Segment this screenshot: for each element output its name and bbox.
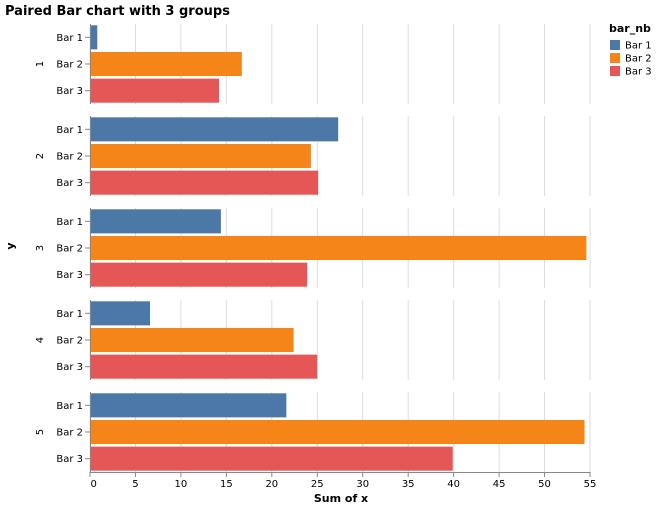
x-tick-label: 35 <box>402 479 415 490</box>
facet-3: Bar 1 Bar 2 Bar 3 3 <box>35 208 591 288</box>
x-tick-label: 30 <box>356 479 369 490</box>
band-label: Bar 1 <box>56 309 83 320</box>
bar-2-3 <box>90 170 319 195</box>
facet-1: Bar 1 Bar 2 Bar 3 1 <box>35 24 591 104</box>
facet-label-2: 2 <box>35 153 46 159</box>
y-axis-title: y <box>4 242 17 249</box>
x-tick-label: 10 <box>175 479 188 490</box>
legend-label-2: Bar 2 <box>625 54 652 65</box>
bar-3-1 <box>90 209 221 234</box>
bar-2-2 <box>90 143 311 169</box>
bar-4-3 <box>90 354 318 379</box>
x-tick-label: 15 <box>220 479 233 490</box>
x-tick-label: 45 <box>493 479 506 490</box>
band-label: Bar 3 <box>56 270 83 281</box>
bar-5-2 <box>90 419 585 445</box>
legend-swatch-3 <box>610 66 620 76</box>
band-label: Bar 2 <box>56 336 83 347</box>
bar-3-3 <box>90 262 308 287</box>
x-axis: 0 5 10 15 20 25 30 35 40 45 50 55 <box>89 472 597 490</box>
x-axis-title: Sum of x <box>314 492 368 505</box>
band-label: Bar 2 <box>56 428 83 439</box>
band-label: Bar 1 <box>56 217 83 228</box>
legend: bar_nb Bar 1 Bar 2 Bar 3 <box>609 22 652 78</box>
bar-3-2 <box>90 235 587 261</box>
facet-label-3: 3 <box>35 245 46 251</box>
band-label: Bar 2 <box>56 244 83 255</box>
band-label: Bar 2 <box>56 152 83 163</box>
facet-label-1: 1 <box>35 61 46 67</box>
bar-5-3 <box>90 446 453 471</box>
x-tick-label: 20 <box>265 479 278 490</box>
band-label: Bar 3 <box>56 454 83 465</box>
legend-label-1: Bar 1 <box>625 41 652 52</box>
facet-5: Bar 1 Bar 2 Bar 3 5 <box>35 392 591 472</box>
x-tick-label: 40 <box>447 479 460 490</box>
bar-4-1 <box>90 301 150 326</box>
x-tick-label: 5 <box>132 479 138 490</box>
x-tick-label: 55 <box>584 479 597 490</box>
legend-title: bar_nb <box>609 22 651 35</box>
legend-label-3: Bar 3 <box>625 67 652 78</box>
facet-4: Bar 1 Bar 2 Bar 3 4 <box>35 300 591 380</box>
facet-2: Bar 1 Bar 2 Bar 3 2 <box>35 116 591 196</box>
bar-1-3 <box>90 78 220 103</box>
band-label: Bar 1 <box>56 33 83 44</box>
bar-5-1 <box>90 393 287 418</box>
legend-swatch-2 <box>610 53 620 63</box>
band-label: Bar 1 <box>56 401 83 412</box>
band-label: Bar 1 <box>56 125 83 136</box>
bar-1-2 <box>90 51 242 77</box>
x-tick-label: 50 <box>538 479 551 490</box>
chart-title: Paired Bar chart with 3 groups <box>5 4 230 19</box>
bar-1-1 <box>90 25 98 50</box>
bar-2-1 <box>90 117 339 142</box>
band-label: Bar 3 <box>56 178 83 189</box>
band-label: Bar 3 <box>56 86 83 97</box>
bar-4-2 <box>90 327 294 353</box>
facet-label-5: 5 <box>35 429 46 435</box>
x-tick-label: 25 <box>311 479 324 490</box>
legend-swatch-1 <box>610 40 620 50</box>
facet-label-4: 4 <box>35 337 46 343</box>
x-tick-label: 0 <box>91 479 97 490</box>
band-label: Bar 2 <box>56 60 83 71</box>
band-label: Bar 3 <box>56 362 83 373</box>
